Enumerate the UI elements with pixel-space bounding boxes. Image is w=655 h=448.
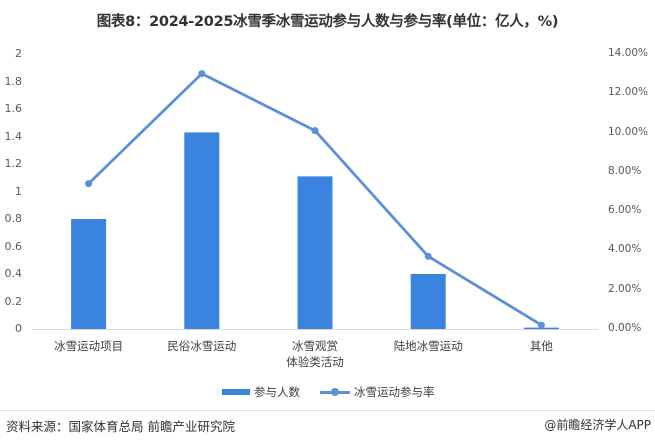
legend: 参与人数 冰雪运动参与率 (222, 384, 435, 400)
credit-note: @前瞻经济学人APP (544, 418, 651, 432)
y-right-tick: 2.00% (608, 282, 642, 295)
x-tick-label: 其他 (529, 339, 553, 353)
y-left-tick: 0 (15, 322, 22, 335)
y-right-tick: 6.00% (608, 204, 642, 217)
footer-divider (0, 410, 655, 411)
bar (71, 219, 107, 329)
y-left-tick: 1.8 (4, 74, 23, 88)
rate-marker (198, 70, 206, 78)
legend-line-label: 冰雪运动参与率 (354, 385, 435, 399)
y-left-tick: 1.6 (4, 102, 23, 115)
rate-marker (85, 180, 93, 188)
y-left-tick: 2 (15, 47, 22, 60)
x-tick-label: 民俗冰雪运动 (167, 339, 237, 353)
y-left-tick: 1.2 (4, 157, 23, 170)
x-tick-label: 陆地冰雪运动 (393, 339, 463, 353)
y-left-tick: 1 (15, 184, 22, 198)
rate-marker (311, 127, 319, 135)
x-tick-label: 冰雪观赏 体验类活动 (286, 339, 344, 369)
bar (297, 176, 333, 329)
bar (184, 132, 220, 329)
legend-bar-label: 参与人数 (254, 385, 300, 399)
y-right-tick: 8.00% (608, 164, 642, 177)
y-right-tick: 10.00% (608, 125, 649, 138)
y-left-tick: 0.8 (4, 212, 23, 225)
y-right-tick: 12.00% (608, 86, 649, 99)
legend-bar-swatch-icon (222, 389, 250, 395)
chart-title: 图表8：2024-2025冰雪季冰雪运动参与人数与参与率(单位：亿人，%) (96, 14, 559, 30)
y-right-tick: 0.00% (608, 322, 642, 334)
rate-marker (424, 252, 432, 260)
legend-line-swatch-icon (320, 388, 350, 396)
y-left-tick: 0.6 (4, 239, 23, 253)
x-tick-label: 冰雪运动项目 (54, 339, 124, 353)
rate-marker (537, 321, 545, 329)
y-left-tick: 0.2 (4, 294, 23, 308)
y-right-tick: 14.00% (608, 47, 649, 59)
y-left-tick: 0.4 (4, 267, 23, 280)
y-right-tick: 4.00% (608, 243, 642, 256)
y-left-tick: 1.4 (4, 129, 23, 143)
bar (410, 274, 446, 329)
source-note: 资料来源：国家体育总局 前瞻产业研究院 (6, 419, 235, 434)
